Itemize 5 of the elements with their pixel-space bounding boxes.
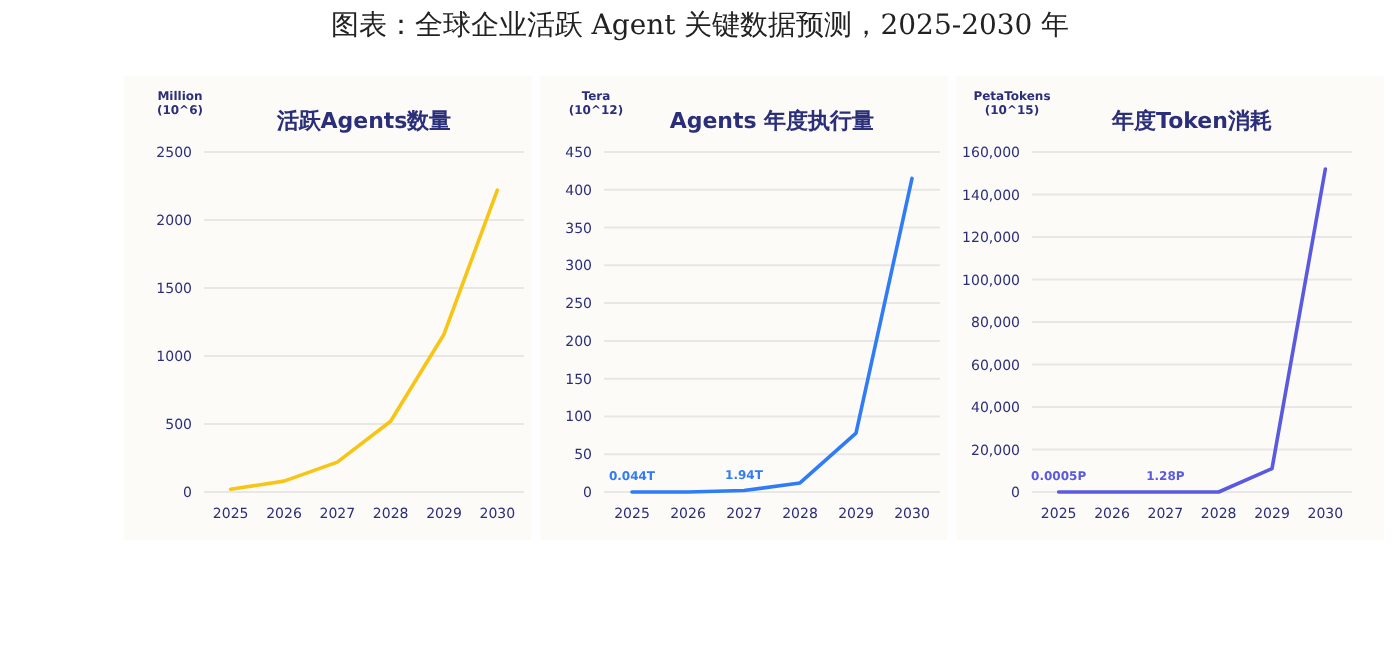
chart-title: 活跃Agents数量 — [274, 108, 452, 134]
chart-title: Agents 年度执行量 — [669, 108, 875, 134]
text: 图表：全球企业活跃 Agent 关键数据预测，2025-2030 年 — [330, 10, 1070, 42]
chart-title: 年度Token消耗 — [1110, 108, 1272, 134]
line-series — [228, 188, 500, 492]
